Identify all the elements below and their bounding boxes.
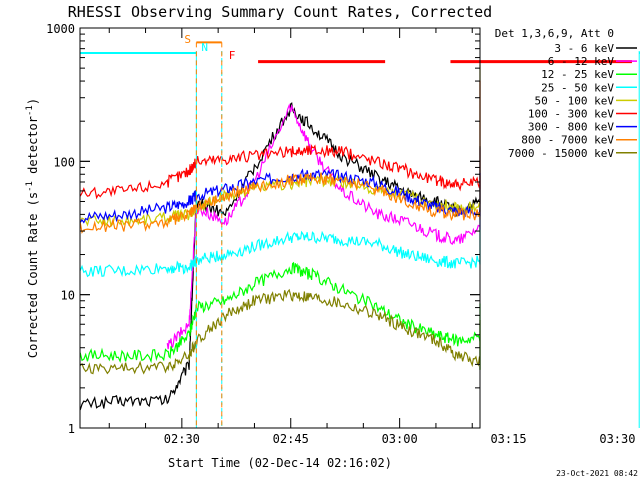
generation-timestamp: 23-Oct-2021 08:42 [556, 469, 638, 478]
x-axis-label: Start Time (02-Dec-14 02:16:02) [168, 456, 392, 470]
legend-label-800-7000-kev: 800 - 7000 keV [521, 134, 614, 147]
y-tick-label-2: 100 [53, 155, 75, 169]
y-tick-label-0: 1 [68, 422, 75, 436]
flag-label-s: S [184, 33, 191, 46]
legend-title: Det 1,3,6,9, Att 0 [495, 27, 614, 40]
legend-label-50-100-kev: 50 - 100 keV [535, 94, 615, 107]
x-tick-label-0: 02:30 [164, 432, 200, 446]
x-tick-label-3: 03:15 [490, 432, 526, 446]
y-tick-label-1: 10 [61, 289, 75, 303]
legend-label-7000-15000-kev: 7000 - 15000 keV [508, 147, 614, 160]
y-axis-label: Corrected Count Rate (s-1 detector-1) [25, 98, 40, 358]
flag-layer: SN F [80, 33, 640, 428]
x-tick-label-1: 02:45 [273, 432, 309, 446]
legend-label-3-6-kev: 3 - 6 keV [554, 42, 614, 55]
x-tick-label-2: 03:00 [382, 432, 418, 446]
x-tick-label-4: 03:30 [599, 432, 635, 446]
y-tick-label-3: 1000 [46, 22, 75, 36]
legend-label-12-25-kev: 12 - 25 keV [541, 68, 614, 81]
flag-label-n: N [201, 41, 208, 54]
plot-frame [79, 27, 481, 429]
legend-label-25-50-kev: 25 - 50 keV [541, 81, 614, 94]
legend-label-300-800-kev: 300 - 800 keV [528, 121, 614, 134]
legend-label-100-300-kev: 100 - 300 keV [528, 108, 614, 121]
legend-label-6-12-kev: 6 - 12 keV [548, 55, 615, 68]
chart-title: RHESSI Observing Summary Count Rates, Co… [68, 3, 492, 21]
flag-label-f: F [229, 49, 236, 62]
y-axis: 1 10 100 1000 [46, 22, 480, 436]
